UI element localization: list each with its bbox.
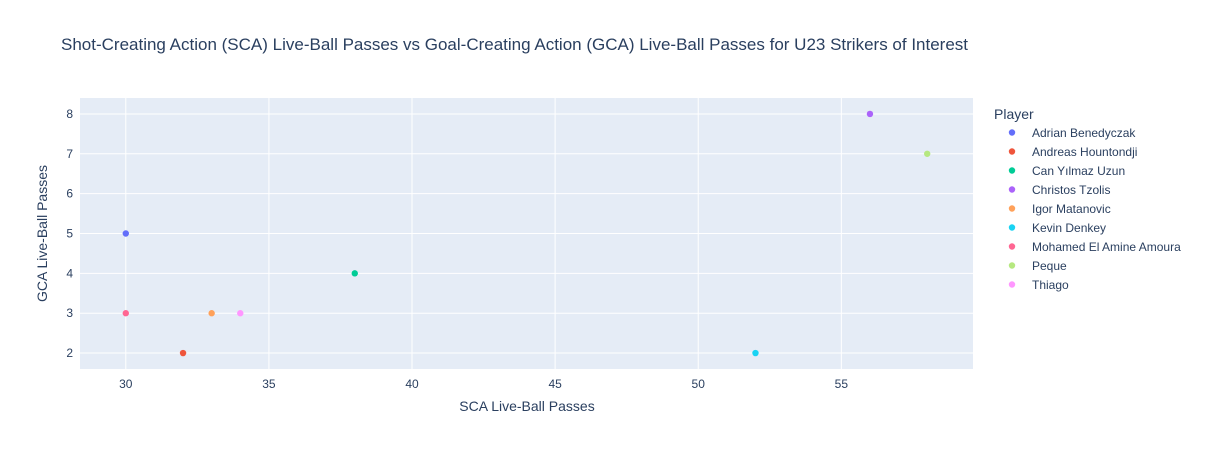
legend-marker[interactable] <box>1008 243 1016 250</box>
data-point[interactable] <box>122 310 129 317</box>
y-tick-label: 2 <box>66 346 73 360</box>
legend-title: Player <box>994 106 1034 122</box>
data-point[interactable] <box>351 270 358 277</box>
legend: Player Adrian Benedyczak Andreas Hountond… <box>994 106 1181 292</box>
y-axis-title: GCA Live-Ball Passes <box>34 165 50 302</box>
gridlines <box>80 98 973 369</box>
legend-marker[interactable] <box>1008 186 1016 193</box>
legend-label[interactable]: Can Yılmaz Uzun <box>1032 164 1125 178</box>
y-tick-label: 3 <box>66 306 73 320</box>
y-tick-label: 4 <box>66 266 73 280</box>
y-tick-label: 6 <box>66 187 73 201</box>
x-tick-label: 30 <box>119 377 133 391</box>
y-tick-label: 5 <box>66 227 73 241</box>
x-axis-ticks: 30 35 40 45 50 55 <box>119 377 848 391</box>
x-tick-label: 35 <box>262 377 276 391</box>
legend-marker[interactable] <box>1008 205 1016 212</box>
y-axis-ticks: 2 3 4 5 6 7 8 <box>66 107 73 360</box>
legend-marker[interactable] <box>1008 148 1016 155</box>
legend-label[interactable]: Kevin Denkey <box>1032 221 1106 235</box>
legend-label[interactable]: Peque <box>1032 259 1067 273</box>
legend-marker[interactable] <box>1008 281 1016 288</box>
x-tick-label: 50 <box>692 377 706 391</box>
data-points <box>122 110 931 357</box>
legend-label[interactable]: Adrian Benedyczak <box>1032 126 1136 140</box>
legend-marker[interactable] <box>1008 224 1016 231</box>
data-point[interactable] <box>237 310 244 317</box>
y-tick-label: 7 <box>66 147 73 161</box>
legend-marker[interactable] <box>1008 129 1016 136</box>
x-tick-label: 55 <box>835 377 849 391</box>
data-point[interactable] <box>179 349 187 357</box>
data-point[interactable] <box>122 230 129 237</box>
legend-label[interactable]: Igor Matanovic <box>1032 202 1111 216</box>
data-point[interactable] <box>866 110 874 118</box>
x-tick-label: 45 <box>548 377 562 391</box>
legend-label[interactable]: Andreas Hountondji <box>1032 145 1137 159</box>
legend-label[interactable]: Thiago <box>1032 278 1069 292</box>
legend-label[interactable]: Mohamed El Amine Amoura <box>1032 240 1181 254</box>
x-axis-title: SCA Live-Ball Passes <box>459 398 594 414</box>
legend-label[interactable]: Christos Tzolis <box>1032 183 1110 197</box>
data-point[interactable] <box>924 150 931 157</box>
x-tick-label: 40 <box>405 377 419 391</box>
chart-title: Shot-Creating Action (SCA) Live-Ball Pas… <box>61 35 968 54</box>
data-point[interactable] <box>208 310 215 317</box>
legend-marker[interactable] <box>1008 262 1016 269</box>
legend-marker[interactable] <box>1008 167 1016 174</box>
data-point[interactable] <box>752 349 759 357</box>
y-tick-label: 8 <box>66 107 73 121</box>
